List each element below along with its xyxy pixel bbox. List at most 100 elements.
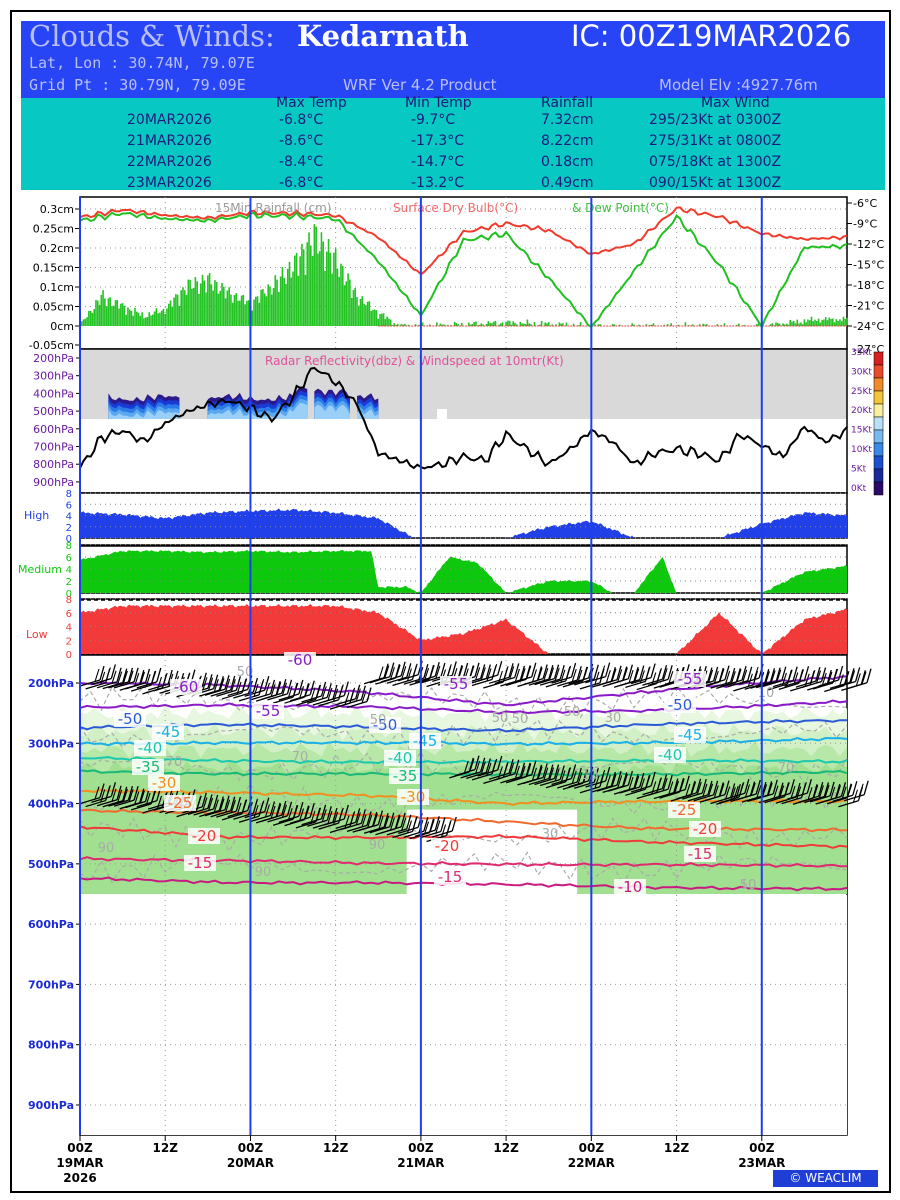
humidity-shading [80,703,847,1135]
colorbar-cell [873,403,884,418]
wind-barb [318,699,339,707]
wind-barb-flag [695,778,702,794]
contour-label-bg [668,802,700,818]
wind-barb-flag [707,667,713,682]
radar-left-axis: 200hPa 300hPa 400hPa 500hPa 600hPa 700hPa 800h… [33,352,80,489]
wind-barb-flag [852,781,858,796]
wind-barb-flag [639,665,645,680]
wind-barb-flag [230,679,236,692]
contour-label: 70 [292,750,309,765]
wind-barb-flag [134,791,140,805]
radar-title: Radar Reflectivity(dbz) & Windspeed at 1… [265,354,564,368]
wind-barb-flag [519,762,526,778]
wind-barb [369,676,390,684]
wind-barb [770,792,791,800]
wind-barb-flag [594,671,600,685]
wind-barb-flag [225,799,231,813]
rain-tick-label: -0.05cm [29,339,74,352]
time-tick-label: 00Z [579,1141,605,1155]
wind-barb-flag [673,780,680,794]
wind-barb-flag [110,782,116,797]
wind-barb-flag [796,786,802,800]
cloud-tick-label: 8 [66,489,72,500]
wind-barb-flag [269,679,276,695]
wind-barb-flag [99,783,105,798]
dew-point-line [79,211,848,330]
time-axis: 00Z 12Z 00Z 12Z 00Z 12Z 00Z 12Z 00Z19MAR 20MAR 21M… [56,1135,785,1185]
wind-barb-flag [576,665,582,681]
wind-barb-flag [213,678,219,692]
wind-barb-flag [100,671,106,685]
wind-barb [619,786,640,794]
wind-barb-flag [622,773,628,787]
wind-barb-flag [554,768,560,782]
contour-label: 90 [98,841,115,856]
wind-barb [557,679,578,687]
time-tick-label: 12Z [664,1141,690,1155]
temp-tick-label: -15°C [853,259,884,272]
wind-barb-flag [435,820,441,834]
wind-barb-flag [852,789,859,803]
wind-barb-flag [252,799,259,814]
wind-barb [528,678,550,686]
wind-barb-flag [327,810,333,824]
wind-barb-flag [361,690,367,704]
cloud-tick-label: 8 [66,541,72,552]
wind-barb-flag [656,777,662,791]
windspeed-tick-label: 5Kt [851,464,867,474]
rain-tick-label: 0.1cm [40,281,74,294]
wind-barb-flag [667,775,673,790]
row4-min: -13.2°C [411,175,464,191]
wind-barb-flag [253,683,259,697]
wind-barb [346,700,368,709]
wind-barb-flag [492,663,498,677]
wind-barb-flag [252,677,259,693]
wind-barb-flag [755,779,761,795]
wind-barb [767,683,788,691]
wind-barb-flag [202,797,208,811]
wind-barb [227,688,248,697]
wind-barb [642,678,663,686]
wind-barb-flag [701,778,707,794]
wind-barb-flag [395,664,401,678]
wind-barb [125,800,146,809]
wind-barb-flag [850,670,856,684]
row1-max: -6.8°C [279,112,324,128]
wind-barb-flag [818,785,824,799]
wind-barb-flag [860,670,866,685]
wind-barb-flag [816,670,822,684]
wind-barb [704,793,726,802]
wind-barb-flag [485,664,491,679]
wind-barb [108,799,129,807]
wind-barb-flag [497,755,503,771]
wind-barb-flag [684,775,690,790]
contour-label-bg [654,747,686,763]
row3-date: 22MAR2026 [127,154,212,170]
wind-barb [397,674,419,682]
wind-barb-flag [401,817,407,831]
wind-barb [113,799,135,807]
wind-barb [630,785,652,793]
wind-barb-flag [475,760,481,774]
wind-barb-flag [503,762,509,775]
row4-max: -6.8°C [279,175,324,191]
cloud-tick-label: 0 [66,650,72,661]
wind-barb-flag [559,664,565,680]
wind-barb [843,794,865,802]
colorbar-cell [873,468,884,483]
wind-barb-flag [576,767,582,783]
wind-barb-flag [264,676,270,691]
wind-barb-flag [855,667,861,682]
logo-text: WEACLIM [805,1171,862,1185]
rh-contour [79,717,848,753]
wind-barb-flag [269,801,276,816]
wind-barb-flag [775,667,781,682]
wind-barb-flag [702,783,708,797]
temperature-isotherm [79,756,848,765]
wind-barb-flag [605,766,611,782]
rh-contour [79,851,848,886]
contour-label-bg [431,838,463,854]
wind-barb-flag [537,766,543,780]
wind-barb [838,800,859,808]
wind-barb-flag [600,665,606,679]
